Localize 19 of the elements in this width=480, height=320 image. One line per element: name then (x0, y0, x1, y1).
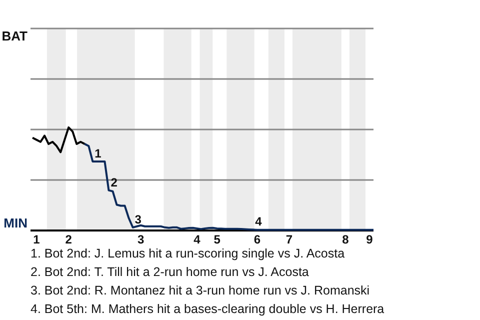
annotation: 4 (255, 214, 262, 229)
text: BAT (2, 28, 28, 44)
text: 4. Bot 5th: M. Mathers hit a bases-clearing double vs H. Herrera (30, 302, 384, 316)
x-tick-label: 8 (342, 232, 350, 246)
text: 1. Bot 2nd: J. Lemus hit a run-scoring single vs J. Acosta (30, 246, 345, 260)
x-tick-label: 7 (286, 232, 293, 246)
x-tick-label: 4 (194, 232, 201, 246)
x-tick-label: 5 (214, 232, 221, 246)
x-tick-label: 3 (137, 232, 144, 246)
annotation: 1 (94, 146, 102, 160)
text: 3. Bot 2nd: R. Montanez hit a 3-run home run vs J. Romanski (30, 284, 370, 298)
x-tick-label: 9 (366, 232, 374, 246)
annotation: 3 (134, 212, 142, 226)
annotation: 2 (110, 175, 118, 190)
text: MIN (4, 216, 28, 230)
x-tick-label: 1 (33, 232, 40, 246)
text: 2. Bot 2nd: T. Till hit a 2-run home run vs J. Acosta (30, 265, 309, 279)
x-tick-label: 6 (254, 232, 261, 246)
x-tick-label: 2 (65, 232, 72, 246)
